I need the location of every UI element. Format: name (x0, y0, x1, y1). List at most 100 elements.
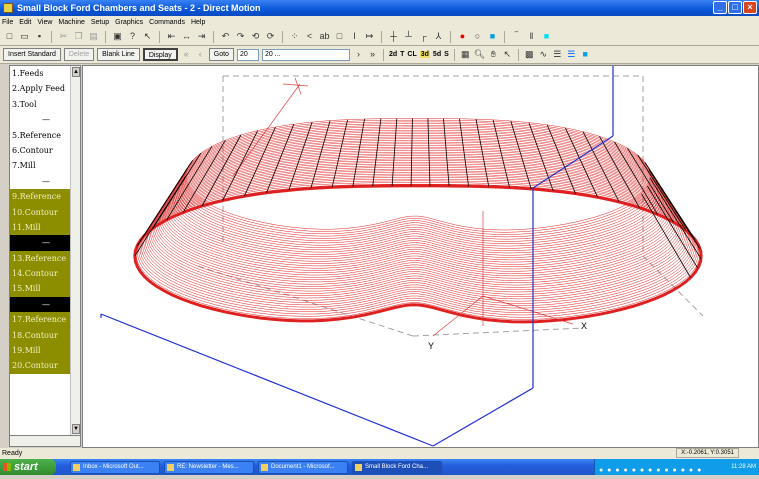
tee-icon[interactable]: ┴ (405, 31, 412, 41)
save-icon[interactable]: ▪ (37, 31, 42, 41)
blue-square-icon[interactable]: ■ (582, 49, 588, 59)
menu-commands[interactable]: Commands (149, 18, 185, 26)
minimize-button[interactable]: _ (713, 1, 727, 14)
move-right-icon[interactable]: ⇥ (197, 31, 206, 41)
list-vertical-scrollbar[interactable]: ▲ ▼ (70, 66, 80, 446)
insert-standard-button[interactable]: Insert Standard (3, 48, 61, 61)
last-icon[interactable]: » (369, 49, 375, 59)
overline-icon[interactable]: ‾ (515, 31, 518, 41)
blank-line-button[interactable]: Blank Line (97, 48, 140, 61)
taskbar-button-cam[interactable]: Small Block Ford Cha... (352, 460, 442, 474)
operation-item[interactable]: 7.Mill (12, 161, 36, 171)
tray-icons[interactable]: ● ● ● ● ● ● ● ● ● ● ● ● ● (599, 467, 703, 474)
rotate-right-icon[interactable]: ⟳ (266, 31, 275, 41)
operation-list[interactable]: 1.Feeds 2.Apply Feed 3.Tool — 5.Reference 6.C… (9, 65, 81, 447)
wave-icon[interactable]: ∿ (539, 49, 548, 59)
dotted-grid-icon[interactable]: ⁘ (290, 31, 299, 41)
redo-icon[interactable]: ↷ (236, 31, 245, 41)
view-t-button[interactable]: T (400, 51, 405, 58)
first-icon[interactable]: « (183, 49, 189, 59)
operation-item[interactable]: 3.Tool (12, 99, 37, 109)
goto-input[interactable]: 20 (236, 48, 259, 61)
operation-item[interactable]: 19.Mill (10, 343, 80, 359)
help-icon[interactable]: ? (129, 31, 135, 41)
dimension-icon[interactable]: ↦ (365, 31, 374, 41)
copy-icon[interactable]: ❐ (74, 31, 83, 41)
operation-item[interactable]: — (42, 176, 50, 186)
operation-item[interactable]: — (42, 115, 50, 125)
ab-label-icon[interactable]: ab (319, 31, 330, 41)
previous-icon[interactable]: ‹ (198, 49, 202, 59)
operation-item[interactable]: 6.Contour (12, 145, 53, 155)
operation-item[interactable]: 2.Apply Feed (12, 84, 65, 94)
circle-icon[interactable]: ○ (474, 31, 481, 41)
lines-icon[interactable]: ☰ (553, 49, 562, 59)
start-button[interactable]: start (0, 459, 56, 475)
operation-item[interactable]: 11.Mill (10, 219, 80, 236)
menu-setup[interactable]: Setup (90, 18, 110, 26)
scroll-down-icon[interactable]: ▼ (72, 424, 80, 434)
operation-item[interactable]: 13.Reference (10, 250, 80, 267)
operation-item[interactable]: 15.Mill (10, 281, 80, 297)
new-file-icon[interactable]: □ (6, 31, 13, 41)
graphics-viewport[interactable]: X Y (82, 65, 759, 448)
operation-item[interactable]: 20.Contour (10, 358, 80, 374)
view-5d-button[interactable]: 5d (432, 51, 442, 58)
undo-icon[interactable]: ↶ (221, 31, 230, 41)
list-horizontal-scrollbar[interactable] (9, 435, 81, 447)
view-2d-button[interactable]: 2d (388, 51, 398, 58)
square-fill-icon[interactable]: ■ (489, 31, 496, 41)
triangle-icon[interactable]: ⅄ (435, 31, 442, 41)
operation-item[interactable]: 14.Contour (10, 266, 80, 282)
menu-graphics[interactable]: Graphics (115, 18, 144, 26)
delete-button[interactable]: Delete (63, 48, 95, 61)
angle-icon[interactable]: < (306, 31, 313, 41)
paste-icon[interactable]: ▤ (89, 31, 98, 41)
taskbar-button-word[interactable]: Document1 - Microsof... (258, 460, 348, 474)
pan-hand-icon[interactable]: ✋︎ (490, 49, 496, 59)
display-button[interactable]: Display (142, 48, 178, 61)
goto-combo[interactable]: 20 ... (261, 48, 350, 61)
maximize-button[interactable]: □ (728, 1, 742, 14)
operation-item[interactable]: — (10, 296, 80, 313)
corner-icon[interactable]: ┌ (420, 31, 427, 41)
goto-button[interactable]: Goto (208, 48, 234, 61)
move-left-icon[interactable]: ⇤ (167, 31, 176, 41)
cyan-square-icon[interactable]: ■ (543, 31, 550, 41)
taskbar-button-outlook[interactable]: Inbox - Microsoft Out... (70, 460, 160, 474)
cross-icon[interactable]: ┼ (390, 31, 397, 41)
operation-item[interactable]: 5.Reference (12, 130, 62, 140)
menu-edit[interactable]: Edit (19, 18, 32, 26)
operation-item[interactable]: 9.Reference (10, 189, 80, 205)
menu-machine[interactable]: Machine (58, 18, 85, 26)
red-circle-icon[interactable]: ● (459, 31, 466, 41)
taskbar-button-message[interactable]: RE: Newsletter - Mes... (164, 460, 254, 474)
vertical-line-icon[interactable]: I (353, 31, 356, 41)
view-cl-button[interactable]: CL (407, 51, 417, 58)
operation-item[interactable]: 18.Contour (10, 327, 80, 344)
grid-icon[interactable]: ▦ (461, 49, 470, 59)
next-icon[interactable]: › (356, 49, 360, 59)
view-3d-button[interactable]: 3d (419, 51, 430, 58)
blue-lines-icon[interactable]: ☰ (567, 49, 576, 59)
menu-file[interactable]: File (2, 18, 14, 26)
operation-item[interactable]: 17.Reference (10, 312, 80, 328)
open-folder-icon[interactable]: ▭ (20, 31, 29, 41)
cut-icon[interactable]: ✂ (59, 31, 68, 41)
operation-item[interactable]: 10.Contour (10, 204, 80, 220)
context-help-icon[interactable]: ↖ (143, 31, 152, 41)
rotate-icon[interactable]: ⟲ (251, 31, 260, 41)
menu-view[interactable]: View (37, 18, 53, 26)
scroll-up-icon[interactable]: ▲ (72, 67, 80, 77)
operation-item[interactable]: — (10, 235, 80, 251)
operation-item[interactable]: 1.Feeds (12, 69, 44, 78)
close-button[interactable]: × (743, 1, 757, 14)
box-icon[interactable]: □ (336, 31, 343, 41)
mesh-icon[interactable]: ▩ (525, 49, 534, 59)
title-bar[interactable]: Small Block Ford Chambers and Seats - 2 … (0, 0, 759, 16)
move-both-icon[interactable]: ↔ (182, 31, 191, 41)
zoom-icon[interactable]: 🔍︎ (473, 49, 486, 59)
print-icon[interactable]: ▣ (113, 31, 122, 41)
bars-icon[interactable]: ‖ (529, 31, 534, 41)
view-s-button[interactable]: S (444, 51, 449, 58)
